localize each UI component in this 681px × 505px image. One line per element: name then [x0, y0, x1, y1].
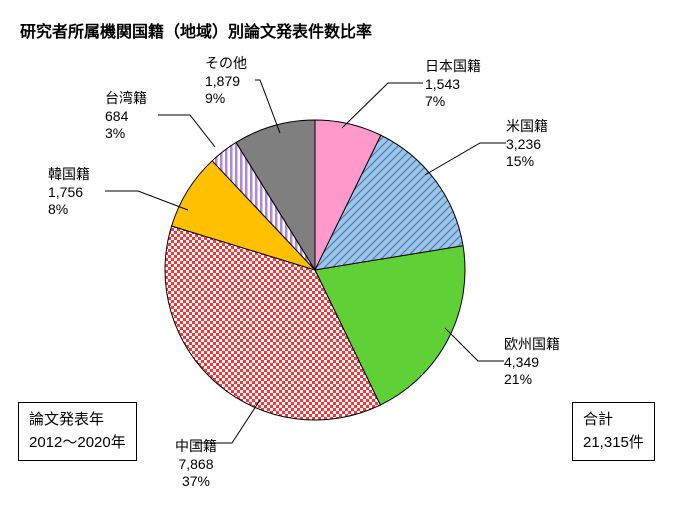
- label-tw-name: 台湾籍: [105, 90, 147, 108]
- total-box: 合計 21,315件: [572, 402, 655, 461]
- label-other: その他1,8799%: [205, 55, 247, 108]
- label-jp-name: 日本国籍: [425, 58, 481, 76]
- label-tw: 台湾籍6843%: [105, 90, 147, 143]
- leader-kr: [105, 191, 188, 210]
- leader-cn: [196, 400, 260, 443]
- leader-us: [425, 143, 506, 175]
- label-tw-pct: 3%: [105, 125, 147, 143]
- label-jp-pct: 7%: [425, 93, 481, 111]
- leader-eu: [445, 328, 504, 361]
- label-eu-pct: 21%: [504, 371, 560, 389]
- label-kr-name: 韓国籍: [48, 166, 90, 184]
- label-us-name: 米国籍: [506, 118, 548, 136]
- label-us-pct: 15%: [506, 153, 548, 171]
- label-eu-count: 4,349: [504, 354, 560, 372]
- total-value: 21,315件: [583, 432, 644, 455]
- label-us: 米国籍3,23615%: [506, 118, 548, 171]
- leader-tw: [158, 115, 215, 147]
- leader-jp: [342, 83, 423, 128]
- total-label: 合計: [583, 409, 644, 432]
- year-range-value: 2012～2020年: [29, 432, 126, 455]
- label-jp-count: 1,543: [425, 76, 481, 94]
- label-other-name: その他: [205, 55, 247, 73]
- year-range-label: 論文発表年: [29, 409, 126, 432]
- label-cn: 中国籍7,86837%: [175, 438, 217, 491]
- year-range-box: 論文発表年 2012～2020年: [18, 402, 137, 461]
- label-tw-count: 684: [105, 108, 147, 126]
- label-us-count: 3,236: [506, 136, 548, 154]
- label-kr: 韓国籍1,7568%: [48, 166, 90, 219]
- label-kr-count: 1,756: [48, 184, 90, 202]
- label-other-pct: 9%: [205, 90, 247, 108]
- label-other-count: 1,879: [205, 73, 247, 91]
- label-cn-name: 中国籍: [175, 438, 217, 456]
- label-cn-count: 7,868: [175, 456, 217, 474]
- label-kr-pct: 8%: [48, 201, 90, 219]
- label-eu: 欧州国籍4,34921%: [504, 336, 560, 389]
- label-cn-pct: 37%: [175, 473, 217, 491]
- label-eu-name: 欧州国籍: [504, 336, 560, 354]
- label-jp: 日本国籍1,5437%: [425, 58, 481, 111]
